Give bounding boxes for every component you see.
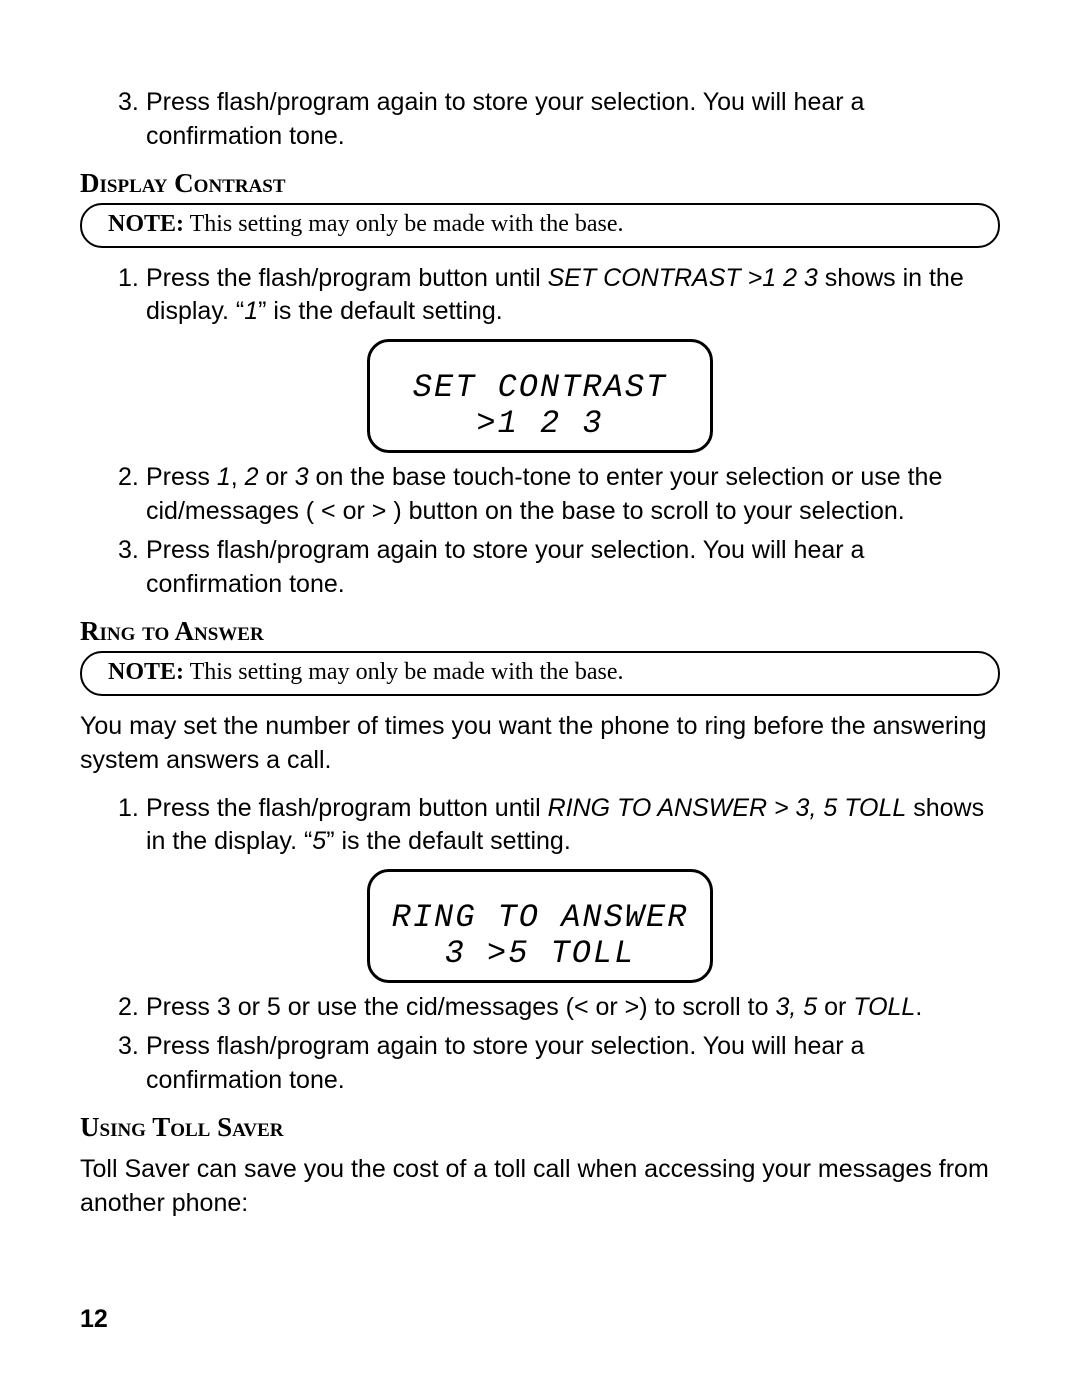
text-fragment: Press 3 or 5 or use the cid/messages (< … [146, 993, 775, 1021]
text-fragment-italic: RING TO ANSWER > 3, 5 TOLL [548, 794, 907, 822]
step-text: Press flash/program again to store your … [146, 86, 1000, 154]
step-text: Press 1, 2 or 3 on the base touch-tone t… [146, 461, 1000, 529]
text-fragment-italic: 3 [295, 463, 309, 491]
text-fragment-italic: TOLL [853, 993, 915, 1021]
step-item: 3. Press flash/program again to store yo… [118, 1030, 1000, 1098]
note-label: NOTE: [108, 659, 184, 685]
text-fragment: , [231, 463, 245, 491]
heading-display-contrast: Display Contrast [80, 168, 1000, 199]
note-text: This setting may only be made with the b… [184, 659, 623, 685]
lcd-display: RING TO ANSWER 3 >5 TOLL [367, 869, 713, 983]
step-number: 3. [118, 1030, 146, 1098]
text-fragment: Press the flash/program button until [146, 794, 548, 822]
manual-page: 3. Press flash/program again to store yo… [0, 0, 1080, 1374]
step-number: 3. [118, 534, 146, 602]
heading-using-toll-saver: Using Toll Saver [80, 1112, 1000, 1143]
step-number: 2. [118, 461, 146, 529]
step-item: 3. Press flash/program again to store yo… [118, 86, 1000, 154]
text-fragment-italic: SET CONTRAST >1 2 3 [548, 264, 818, 292]
note-box: NOTE: This setting may only be made with… [80, 651, 1000, 696]
note-box: NOTE: This setting may only be made with… [80, 203, 1000, 248]
step-text: Press flash/program again to store your … [146, 534, 1000, 602]
step-item: 3. Press flash/program again to store yo… [118, 534, 1000, 602]
step-text: Press 3 or 5 or use the cid/messages (< … [146, 991, 922, 1025]
text-fragment: ” is the default setting. [326, 827, 571, 855]
note-text: This setting may only be made with the b… [184, 211, 623, 237]
paragraph: You may set the number of times you want… [80, 710, 1000, 778]
step-item: 2. Press 3 or 5 or use the cid/messages … [118, 991, 1000, 1025]
heading-ring-to-answer: Ring to Answer [80, 616, 1000, 647]
text-fragment: ” is the default setting. [258, 297, 503, 325]
text-fragment: Press [146, 463, 217, 491]
step-item: 1. Press the flash/program button until … [118, 792, 1000, 860]
step-text: Press flash/program again to store your … [146, 1030, 1000, 1098]
step-item: 2. Press 1, 2 or 3 on the base touch-ton… [118, 461, 1000, 529]
lcd-line: SET CONTRAST [380, 370, 700, 406]
text-fragment-italic: 5 [312, 827, 326, 855]
note-label: NOTE: [108, 211, 184, 237]
page-number: 12 [80, 1305, 108, 1334]
text-fragment-italic: 2 [245, 463, 259, 491]
text-fragment-italic: 1 [217, 463, 231, 491]
lcd-line: 3 >5 TOLL [380, 936, 700, 972]
step-item: 1. Press the flash/program button until … [118, 262, 1000, 330]
step-text: Press the flash/program button until RIN… [146, 792, 1000, 860]
text-fragment: Press the flash/program button until [146, 264, 548, 292]
step-text: Press the flash/program button until SET… [146, 262, 1000, 330]
lcd-line: >1 2 3 [380, 406, 700, 442]
text-fragment-italic: 1 [244, 297, 258, 325]
lcd-line: RING TO ANSWER [380, 900, 700, 936]
text-fragment: or [817, 993, 853, 1021]
text-fragment-italic: 3, 5 [775, 993, 817, 1021]
step-number: 1. [118, 262, 146, 330]
paragraph: Toll Saver can save you the cost of a to… [80, 1153, 1000, 1221]
text-fragment: or [259, 463, 295, 491]
step-number: 1. [118, 792, 146, 860]
text-fragment: . [915, 993, 922, 1021]
lcd-display: SET CONTRAST >1 2 3 [367, 339, 713, 453]
step-number: 2. [118, 991, 146, 1025]
step-number: 3. [118, 86, 146, 154]
